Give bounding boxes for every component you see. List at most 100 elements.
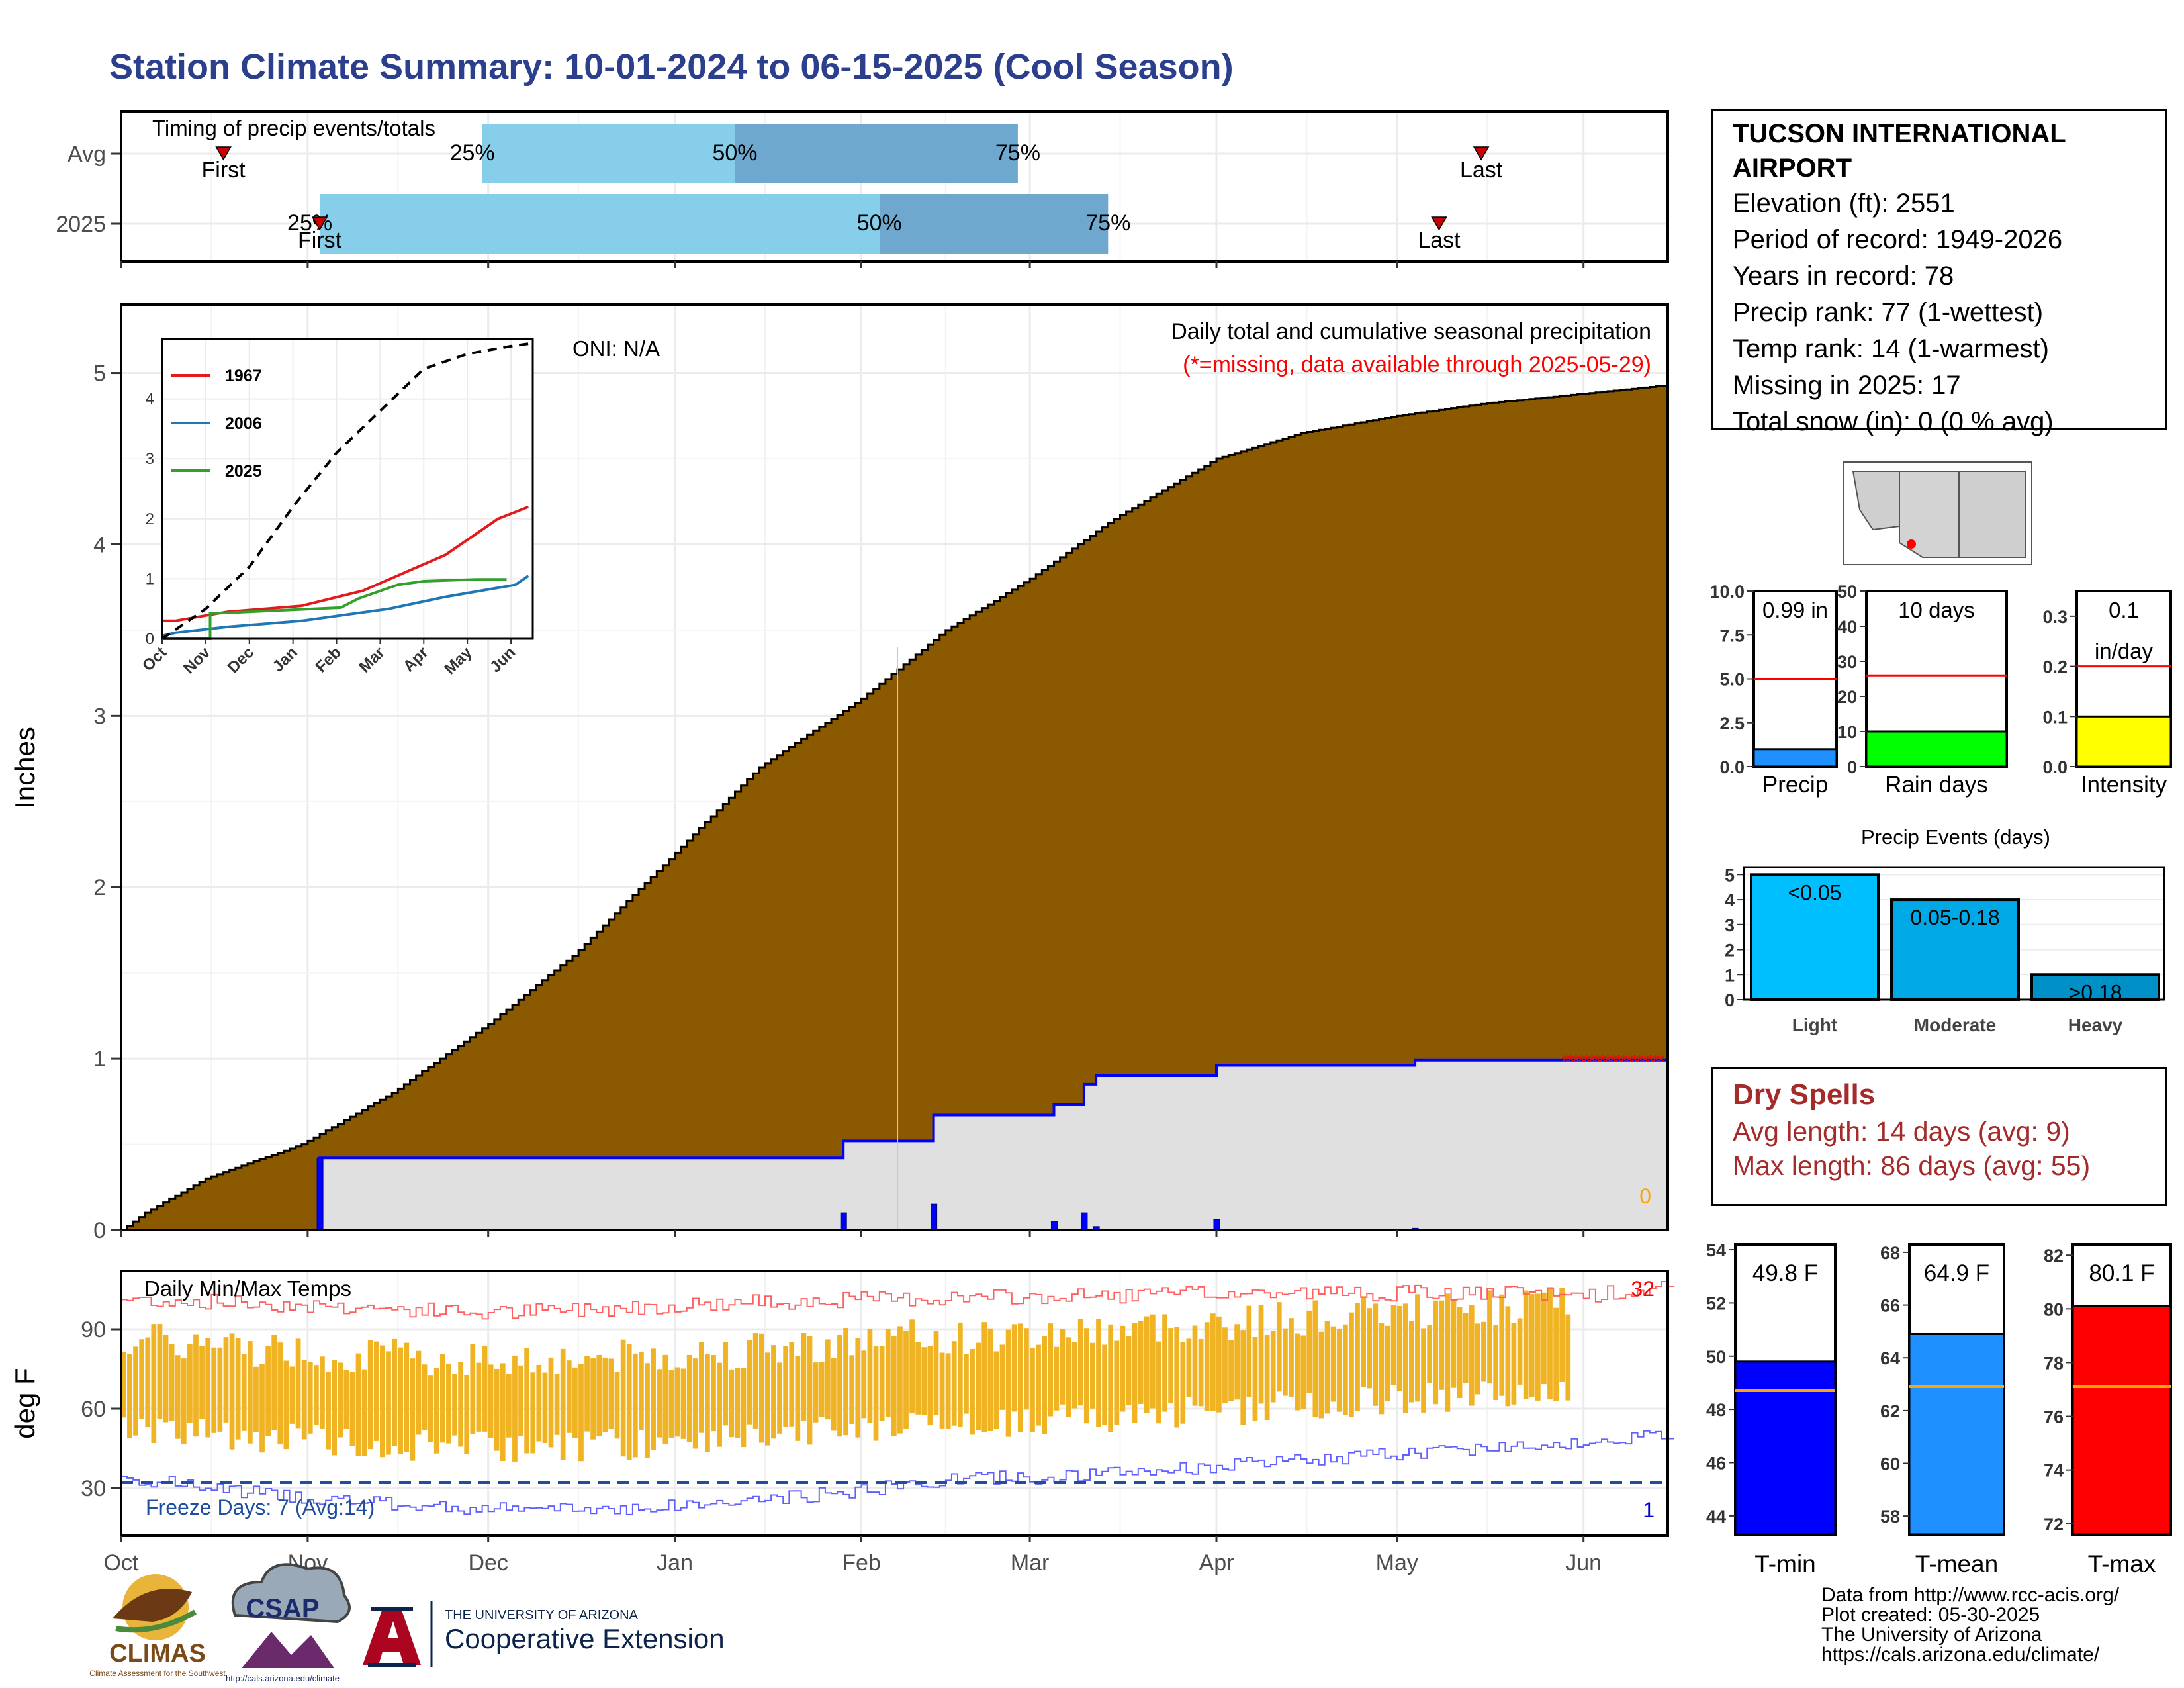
gauge-value-label: 10 days — [1898, 598, 1975, 622]
temp-gauge-tick-label: 46 — [1706, 1454, 1726, 1474]
temp-bar — [1017, 1323, 1023, 1432]
temp-gauge-tick-label: 54 — [1706, 1241, 1726, 1260]
timing-panel-border — [120, 110, 1669, 263]
temps-panel-border — [120, 1270, 1669, 1537]
temp-bar — [1349, 1312, 1354, 1417]
timing-label-25: 25% — [450, 140, 495, 165]
temp-bar — [825, 1339, 831, 1420]
temp-bar — [1535, 1293, 1541, 1401]
temp-bar — [145, 1337, 151, 1428]
missing-marker: * — [1647, 1051, 1655, 1073]
temp-bar — [639, 1351, 644, 1430]
record-high-line — [121, 1281, 1674, 1320]
temp-bar — [867, 1329, 873, 1423]
temp-bar — [428, 1375, 433, 1442]
temp-bar — [464, 1374, 470, 1454]
temp-bar — [1234, 1324, 1240, 1400]
temp-bar — [1036, 1344, 1041, 1426]
temp-bar — [205, 1338, 211, 1438]
temp-gauge-tick-label: 48 — [1706, 1400, 1726, 1420]
temp-bar — [1108, 1324, 1114, 1432]
temp-bar — [1415, 1294, 1420, 1402]
temp-gauge-tick-label: 76 — [2044, 1407, 2064, 1427]
temp-bar — [1096, 1319, 1101, 1427]
timing-bar-25-50 — [482, 124, 735, 183]
temp-gauge-tick-label: 78 — [2044, 1353, 2064, 1373]
temp-bar — [1421, 1328, 1426, 1413]
temp-bar — [1283, 1328, 1288, 1396]
temp-gauge-tick-label: 80 — [2044, 1299, 2064, 1319]
temp-bar — [705, 1354, 710, 1452]
temp-bar — [560, 1348, 566, 1460]
temp-bar — [271, 1335, 277, 1430]
events-border — [1743, 866, 2165, 1001]
temp-bar — [235, 1338, 241, 1440]
temp-gauge-tick-label: 82 — [2044, 1246, 2064, 1266]
temp-bar — [976, 1342, 981, 1430]
timing-bar-50-75 — [735, 124, 1018, 183]
missing-marker: * — [1594, 1051, 1602, 1073]
temp-bar — [903, 1331, 909, 1429]
temp-bar — [1523, 1290, 1529, 1399]
temp-gauge-label: T-max — [2088, 1550, 2156, 1577]
temp-bar — [777, 1362, 782, 1434]
dry-spells-avg: Avg length: 14 days (avg: 9) — [1733, 1116, 2070, 1147]
temp-bar — [855, 1338, 861, 1438]
temp-bar — [1336, 1329, 1342, 1412]
temp-bar — [301, 1360, 307, 1440]
gauge-label: Rain days — [1885, 772, 1988, 798]
temp-gauge-tick-label: 74 — [2044, 1461, 2064, 1481]
credits-line4: https://cals.arizona.edu/climate/ — [1821, 1644, 2100, 1665]
temp-bar — [1367, 1308, 1373, 1389]
temp-gauge-bar — [1908, 1333, 2005, 1536]
temp-bar — [964, 1354, 969, 1414]
station-precip-rank: Precip rank: 77 (1-wettest) — [1733, 298, 2044, 327]
temp-bar — [1475, 1323, 1480, 1395]
temp-bar — [338, 1362, 343, 1438]
temp-bar — [1402, 1303, 1408, 1413]
temp-bar — [404, 1342, 410, 1452]
temp-bar — [482, 1345, 488, 1432]
temp-bar — [1565, 1314, 1571, 1401]
timing-bar-50-75 — [879, 194, 1109, 254]
temp-bar — [1162, 1314, 1167, 1412]
temp-bar — [578, 1364, 584, 1462]
events-bar-label: <0.05 — [1788, 880, 1842, 904]
temp-bar — [927, 1346, 933, 1426]
temp-bar — [1060, 1329, 1066, 1405]
temp-bar — [175, 1355, 181, 1439]
temp-bar — [801, 1333, 807, 1421]
temp-bar — [1361, 1296, 1366, 1387]
timing-label-first: First — [298, 228, 342, 253]
temp-bar — [680, 1368, 686, 1439]
temp-bar — [584, 1356, 590, 1432]
timing-label-last: Last — [1460, 158, 1503, 183]
temp-bar — [277, 1342, 283, 1445]
temp-bar — [1192, 1325, 1198, 1406]
temp-bar — [668, 1370, 674, 1438]
temp-gauge-tick-label: 52 — [1706, 1293, 1726, 1313]
temp-bar — [1150, 1314, 1156, 1409]
temp-bar — [163, 1335, 169, 1423]
temp-bar — [1493, 1325, 1499, 1400]
timing-label-50: 50% — [857, 211, 902, 236]
temp-bar — [1408, 1321, 1414, 1403]
temp-bar — [1355, 1303, 1360, 1411]
dry-spells-title: Dry Spells — [1733, 1078, 1876, 1111]
temp-bar — [939, 1352, 945, 1429]
temp-bar — [945, 1353, 951, 1429]
precip-zero-label: 0 — [1639, 1184, 1651, 1208]
temp-bar — [253, 1366, 259, 1432]
temp-bar — [1511, 1323, 1517, 1405]
x-tick-label: Feb — [842, 1550, 881, 1575]
temp-gauge-tick-label: 50 — [1706, 1347, 1726, 1367]
temp-bar — [1505, 1306, 1511, 1407]
temp-bar — [764, 1352, 770, 1446]
inset-series-1967 — [162, 505, 529, 622]
station-period: Period of record: 1949-2026 — [1733, 225, 2063, 254]
temp-bar — [1342, 1324, 1348, 1415]
timing-bar-25-50 — [320, 194, 880, 254]
missing-marker: * — [1652, 1051, 1660, 1073]
temp-bar — [1071, 1342, 1077, 1409]
gauge-tick-label: 10.0 — [1709, 582, 1745, 602]
